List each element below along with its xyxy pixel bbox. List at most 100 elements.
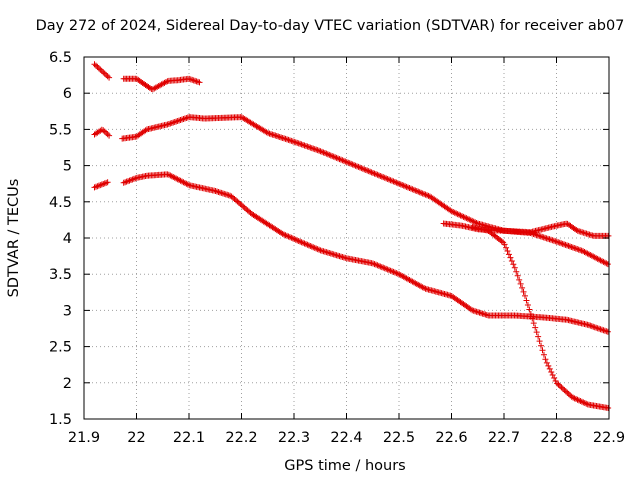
- data-point: [304, 143, 311, 150]
- data-point: [463, 215, 470, 222]
- x-tick-label: 22.5: [383, 430, 415, 446]
- y-tick-label: 2: [63, 376, 72, 392]
- data-point: [292, 236, 299, 243]
- data-point: [529, 315, 536, 322]
- x-tick-label: 22.9: [593, 430, 625, 446]
- data-point: [235, 199, 242, 206]
- data-point: [571, 395, 578, 402]
- data-point: [391, 179, 398, 186]
- data-point: [603, 260, 610, 267]
- data-point: [562, 241, 569, 248]
- data-point: [301, 240, 308, 247]
- data-point: [186, 75, 193, 82]
- data-point: [418, 189, 425, 196]
- y-tick-label: 1.5: [49, 412, 72, 428]
- data-point: [282, 232, 289, 239]
- data-point: [508, 257, 515, 264]
- data-point: [189, 76, 196, 83]
- data-point: [324, 151, 331, 158]
- data-point: [380, 264, 387, 271]
- data-point: [558, 384, 565, 391]
- data-point: [313, 245, 320, 252]
- data-point: [543, 359, 550, 366]
- data-point: [356, 164, 363, 171]
- data-point: [555, 381, 562, 388]
- data-point: [94, 63, 101, 70]
- data-point: [501, 241, 508, 248]
- data-point: [228, 193, 235, 200]
- data-point: [574, 396, 581, 403]
- data-point: [295, 140, 302, 147]
- data-point: [551, 374, 558, 381]
- data-point: [97, 182, 104, 189]
- data-point: [587, 322, 594, 329]
- data-point: [298, 239, 305, 246]
- data-point: [451, 209, 458, 216]
- data-point: [415, 188, 422, 195]
- data-point: [604, 328, 611, 335]
- data-point: [569, 244, 576, 251]
- data-point: [100, 180, 107, 187]
- data-point: [421, 285, 428, 292]
- data-point: [193, 78, 200, 85]
- data-point: [470, 218, 477, 225]
- data-point: [457, 212, 464, 219]
- data-point: [342, 158, 349, 165]
- data-point: [359, 165, 366, 172]
- data-point: [349, 161, 356, 168]
- data-point: [237, 201, 244, 208]
- data-point: [297, 140, 304, 147]
- data-point: [456, 211, 463, 218]
- data-point: [400, 182, 407, 189]
- x-tick-label: 21.9: [68, 430, 100, 446]
- data-point: [294, 237, 301, 244]
- data-point: [101, 128, 108, 135]
- data-point: [425, 192, 432, 199]
- data-point: [330, 153, 337, 160]
- data-point: [176, 117, 183, 124]
- data-point: [313, 146, 320, 153]
- data-point: [305, 144, 312, 151]
- series-track-e: [469, 224, 612, 411]
- data-point: [571, 244, 578, 251]
- data-point: [295, 237, 302, 244]
- data-point: [535, 333, 542, 340]
- data-point: [307, 144, 314, 151]
- data-point: [517, 280, 524, 287]
- data-point: [340, 157, 347, 164]
- data-point: [467, 217, 474, 224]
- data-point: [170, 119, 177, 126]
- data-point: [572, 245, 579, 252]
- data-point: [545, 362, 552, 369]
- data-point: [168, 120, 175, 127]
- data-point: [387, 177, 394, 184]
- data-point: [384, 175, 391, 182]
- data-point: [104, 179, 111, 186]
- data-points: [91, 61, 612, 411]
- data-point: [397, 181, 404, 188]
- data-point: [234, 198, 241, 205]
- data-point: [371, 170, 378, 177]
- data-point: [311, 146, 318, 153]
- data-point: [570, 394, 577, 401]
- data-point: [564, 242, 570, 249]
- data-point: [162, 79, 169, 86]
- data-point: [195, 78, 202, 85]
- data-point: [263, 129, 270, 136]
- data-point: [358, 165, 365, 172]
- data-point: [461, 214, 468, 221]
- data-point: [316, 246, 323, 253]
- x-tick-label: 22.8: [540, 430, 572, 446]
- data-point: [393, 270, 400, 277]
- y-tick-label: 3: [63, 303, 72, 319]
- data-point: [561, 241, 568, 248]
- data-point: [375, 172, 382, 179]
- data-point: [553, 238, 560, 245]
- data-point: [539, 347, 546, 354]
- data-point: [565, 391, 572, 398]
- data-point: [100, 127, 107, 134]
- data-point: [297, 238, 304, 245]
- x-tick-labels: 21.9 22 22.1 22.2 22.3 22.4 22.5 22.6 22.7 22.8 22…: [68, 430, 625, 446]
- data-point: [302, 142, 309, 149]
